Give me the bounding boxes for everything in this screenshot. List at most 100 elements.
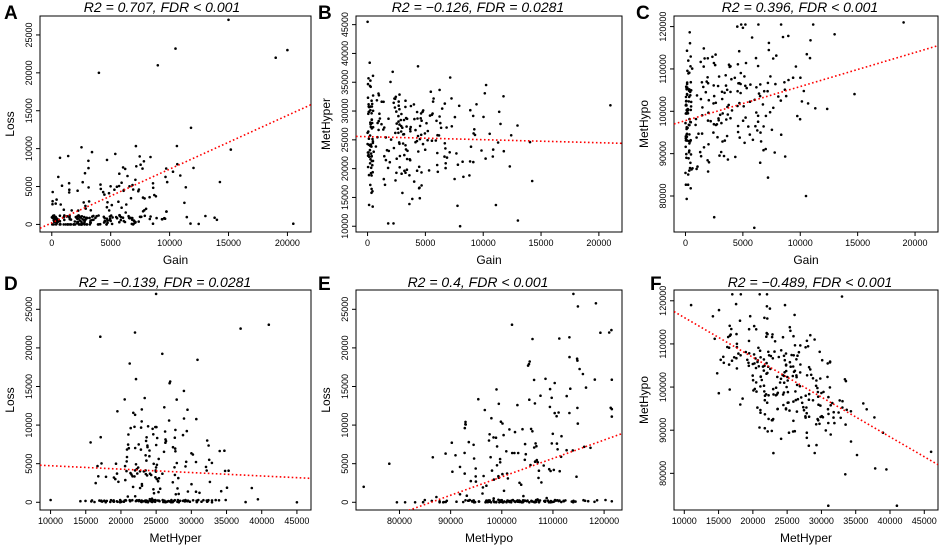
data-point	[589, 446, 592, 450]
data-point	[177, 492, 180, 496]
data-point	[115, 185, 119, 188]
data-point	[707, 161, 711, 164]
data-point	[194, 460, 198, 464]
data-point	[401, 142, 405, 145]
data-point	[818, 422, 821, 426]
data-point	[548, 405, 552, 409]
data-point	[529, 427, 533, 431]
data-point	[593, 500, 596, 504]
data-point	[90, 150, 94, 154]
data-point	[503, 500, 506, 503]
panel-e-scatter: E R2 = 0.4, FDR < 0.001 80000 90000 100000…	[318, 274, 623, 545]
y-tick-label: 90000	[658, 141, 668, 166]
data-point	[434, 139, 438, 142]
data-point	[192, 166, 195, 170]
data-point	[49, 498, 52, 502]
data-point	[450, 441, 454, 445]
data-point	[464, 499, 467, 502]
data-point	[831, 401, 834, 405]
data-point	[825, 107, 829, 111]
plot-frame	[673, 289, 939, 511]
data-point	[474, 480, 478, 483]
data-point	[467, 499, 471, 503]
data-point	[783, 155, 787, 158]
data-point	[779, 99, 783, 102]
data-point	[502, 489, 506, 493]
data-point	[120, 206, 123, 209]
data-point	[445, 156, 449, 159]
data-point	[184, 460, 188, 464]
data-point	[403, 501, 407, 504]
panel-b-letter: B	[318, 3, 332, 24]
data-point	[438, 88, 441, 92]
data-point	[444, 147, 447, 150]
data-point	[136, 472, 139, 475]
data-point	[133, 446, 137, 450]
data-point	[568, 336, 571, 339]
data-point	[723, 91, 726, 95]
data-point	[431, 100, 435, 103]
data-point	[736, 89, 739, 93]
data-point	[453, 177, 456, 181]
data-point	[492, 436, 495, 439]
data-point	[741, 119, 745, 122]
data-point	[739, 23, 743, 26]
data-point	[798, 371, 802, 374]
data-point	[816, 390, 820, 394]
data-point	[791, 365, 795, 368]
data-point	[816, 386, 819, 390]
data-point	[489, 501, 493, 504]
data-point	[544, 377, 547, 381]
data-point	[163, 217, 167, 220]
data-point	[717, 391, 721, 395]
data-point	[820, 358, 824, 362]
data-point	[389, 138, 393, 141]
data-point	[796, 397, 800, 401]
data-point	[133, 495, 137, 498]
data-point	[140, 420, 143, 423]
data-point	[215, 218, 219, 222]
data-point	[366, 20, 369, 24]
data-point	[213, 216, 216, 219]
data-point	[477, 397, 480, 401]
data-point	[367, 130, 370, 133]
data-point	[128, 217, 131, 220]
data-point	[370, 187, 373, 191]
data-point	[438, 115, 441, 118]
data-point	[805, 374, 809, 377]
data-point	[741, 26, 745, 30]
data-point	[388, 462, 391, 466]
y-tick-label: 25000	[340, 297, 350, 322]
data-point	[528, 398, 531, 402]
data-point	[171, 481, 175, 484]
data-point	[417, 165, 421, 169]
data-point	[120, 500, 123, 503]
data-point	[125, 455, 129, 459]
y-tick-label: 120000	[658, 286, 668, 316]
data-point	[688, 166, 692, 170]
data-point	[526, 364, 530, 367]
data-point	[789, 365, 792, 369]
data-point	[125, 469, 128, 473]
data-point	[99, 335, 102, 339]
data-point	[403, 153, 406, 157]
data-point	[157, 457, 160, 461]
data-point	[171, 500, 174, 504]
data-point	[688, 142, 691, 145]
data-point	[759, 140, 763, 143]
data-point	[773, 340, 777, 343]
data-point	[214, 498, 217, 502]
x-tick-label: 30000	[179, 516, 204, 526]
data-point	[771, 387, 775, 391]
data-point	[369, 144, 373, 147]
x-axis-label: Gain	[476, 253, 501, 267]
data-point	[155, 463, 159, 467]
data-point	[788, 360, 792, 364]
data-point	[59, 223, 62, 226]
data-point	[103, 219, 106, 223]
data-point	[458, 493, 462, 496]
data-point	[702, 85, 705, 89]
data-point	[137, 220, 140, 223]
data-point	[496, 141, 500, 144]
data-point	[128, 362, 131, 365]
